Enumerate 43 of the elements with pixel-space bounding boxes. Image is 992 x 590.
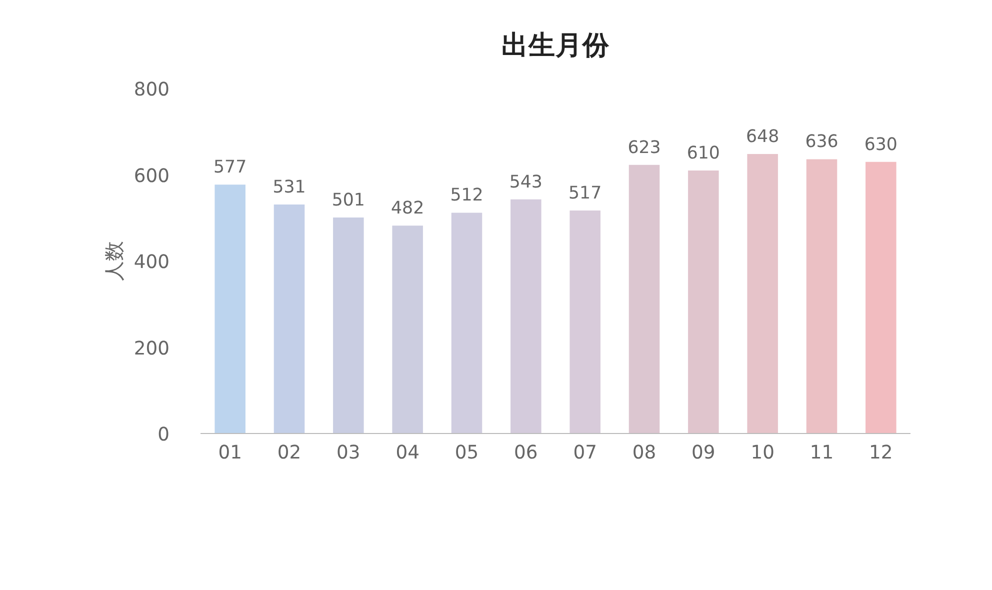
data-label: 501 [332, 190, 365, 210]
bar [392, 226, 423, 434]
bar [806, 159, 838, 434]
y-tick-label: 400 [134, 252, 170, 273]
data-label: 512 [450, 186, 484, 206]
data-label: 543 [509, 172, 542, 192]
data-label: 577 [214, 158, 247, 178]
y-tick-label: 800 [134, 80, 170, 100]
x-tick-label: 11 [810, 442, 834, 464]
data-label: 648 [746, 127, 780, 148]
bar [628, 164, 660, 434]
x-tick-label: 03 [336, 442, 360, 464]
x-tick-label: 07 [573, 442, 597, 464]
bar [747, 154, 778, 434]
y-tick-label: 600 [134, 166, 170, 187]
y-tick-label: 0 [158, 424, 170, 446]
x-tick-label: 09 [692, 442, 716, 464]
bar [451, 212, 482, 434]
data-label: 623 [628, 138, 661, 158]
bar [688, 170, 719, 434]
x-tick-label: 06 [514, 442, 538, 464]
chart-title: 出生月份 [502, 30, 610, 61]
y-axis-title: 人数 [102, 241, 126, 281]
data-label: 636 [805, 132, 838, 152]
bar [274, 204, 305, 434]
data-label: 517 [568, 184, 602, 204]
bar [866, 162, 896, 434]
bar [570, 210, 600, 434]
x-tick-label: 01 [218, 442, 242, 464]
bar [510, 199, 542, 434]
x-tick-label: 12 [869, 442, 893, 464]
y-tick-label: 200 [134, 338, 170, 360]
data-label: 531 [272, 178, 306, 198]
bar [214, 184, 246, 434]
x-tick-label: 02 [277, 442, 302, 464]
data-label: 630 [864, 134, 898, 155]
x-tick-label: 08 [632, 442, 656, 464]
x-tick-label: 04 [396, 442, 420, 464]
x-tick-label: 05 [454, 442, 479, 464]
data-label: 482 [391, 198, 424, 219]
bar [333, 217, 364, 434]
data-label: 610 [686, 143, 720, 164]
x-tick-label: 10 [750, 442, 774, 464]
